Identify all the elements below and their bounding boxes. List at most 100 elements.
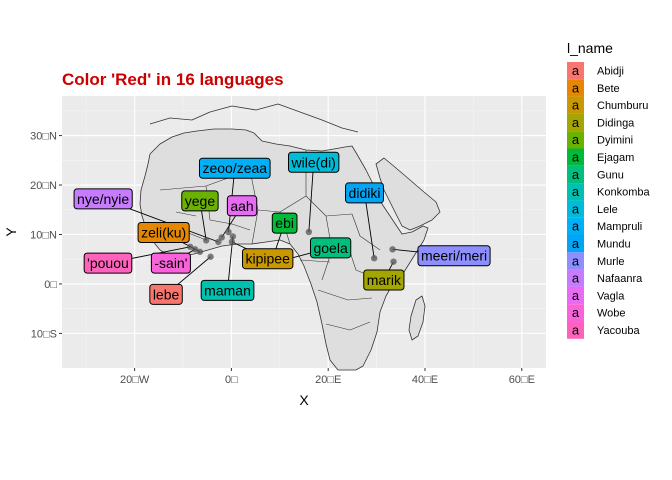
data-label-box (271, 212, 298, 234)
legend-key-glyph: a (572, 271, 580, 286)
data-label-box (363, 269, 405, 291)
legend-key (567, 165, 584, 184)
data-point (390, 258, 397, 265)
data-point (196, 248, 204, 255)
legend-key-glyph: a (572, 253, 580, 268)
data-label-text: marik (367, 272, 402, 288)
data-label-text: nye/nyie (77, 191, 129, 207)
y-tick-label: 10□N (30, 229, 57, 241)
data-label-box (242, 248, 294, 270)
mediterranean-europe (149, 103, 359, 133)
legend-key-glyph: a (572, 201, 580, 216)
data-label-box (226, 195, 258, 217)
data-labels: lebe zeli(ku) kipipee marik yege ebi goela mama… (73, 151, 491, 305)
data-label-box (309, 237, 352, 259)
x-tick-label: 20□W (120, 374, 150, 386)
legend-label: Abidji (597, 66, 624, 78)
legend-key-glyph: a (572, 98, 580, 113)
chart-title: Color 'Red' in 16 languages (62, 70, 284, 89)
data-label-text: 'pouou (87, 255, 129, 271)
legend-key-glyph: a (572, 63, 580, 78)
legend-label: Didinga (597, 117, 635, 129)
legend-key-glyph: a (572, 115, 580, 130)
data-label-box (83, 252, 133, 274)
legend-key-glyph: a (572, 150, 580, 165)
data-label-text: yege (185, 193, 216, 209)
x-axis-title: X (299, 392, 309, 408)
x-tick-label: 20□E (315, 374, 341, 386)
legend-label: Vagla (597, 290, 625, 302)
legend-key-glyph: a (572, 167, 580, 182)
data-point (305, 228, 313, 236)
data-label-text: ebi (275, 215, 294, 231)
legend-label: Mundu (597, 239, 631, 251)
legend-key-glyph: a (572, 305, 580, 320)
x-tick-label: 0□ (225, 374, 238, 386)
data-point (203, 237, 210, 244)
country-borders (159, 150, 381, 331)
legend-key (567, 235, 584, 253)
leader-line (308, 162, 315, 233)
y-tick-label: 10□S (31, 328, 57, 340)
data-label-text: didiki (349, 185, 381, 201)
y-tick-label: 0□ (44, 279, 57, 291)
legend-key (567, 269, 584, 287)
data-label: didiki (345, 182, 384, 204)
data-label-box (149, 283, 183, 305)
legend-label: Konkomba (597, 187, 650, 199)
data-label: ebi (271, 212, 298, 234)
data-label: meeri/meri (417, 245, 491, 267)
data-label-text: aah (230, 198, 253, 214)
data-label: nye/nyie (73, 188, 133, 210)
data-label: 'pouou (83, 252, 133, 274)
legend-key (567, 148, 584, 166)
legend-items: a Abidji a Bete a Chumburu a Didinga a Dyimini a Ej… (567, 62, 650, 339)
data-point (215, 238, 222, 246)
legend-key (567, 286, 584, 305)
data-point (191, 246, 199, 253)
data-label-text: kipipee (246, 251, 291, 267)
legend-key (567, 217, 584, 235)
data-label-text: goela (313, 240, 347, 256)
legend-key (567, 304, 584, 322)
data-label-box (137, 221, 190, 243)
y-tick-label: 30□N (30, 131, 57, 143)
legend-key-glyph: a (572, 236, 580, 251)
data-label-box (198, 157, 271, 179)
data-label-box (150, 252, 191, 274)
data-point (228, 238, 236, 246)
legend-label: Lele (597, 204, 618, 216)
legend-key (567, 62, 584, 80)
data-label-box (345, 182, 384, 204)
data-point (207, 253, 214, 260)
legend-key (567, 96, 584, 114)
legend-key (567, 200, 584, 218)
data-label: wile(di) (288, 151, 340, 173)
legend-key-glyph: a (572, 132, 580, 147)
legend-label: Ejagam (597, 152, 634, 164)
y-axis-title: Y (3, 227, 19, 237)
legend-key-glyph: a (572, 184, 580, 199)
y-axis-ticks: 10□S 0□ 10□N 20□N 30□N (30, 131, 62, 340)
data-label: aah (226, 195, 258, 217)
leader-line (364, 192, 375, 259)
data-point (187, 243, 194, 251)
legend-label: Yacouba (597, 325, 640, 337)
legend-label: Chumburu (597, 100, 648, 112)
data-point (218, 234, 225, 241)
data-label: marik (363, 269, 405, 291)
y-tick-label: 20□N (30, 180, 57, 192)
x-tick-label: 40□E (412, 374, 438, 386)
legend-key-glyph: a (572, 288, 580, 303)
data-label-box (73, 188, 133, 210)
data-label: zeoo/zeaa (198, 157, 271, 179)
legend-key (567, 321, 584, 339)
data-label-box (181, 190, 219, 212)
data-label: lebe (149, 283, 183, 305)
legend-key-glyph: a (572, 80, 580, 95)
data-label: yege (181, 190, 219, 212)
legend-key (567, 183, 584, 201)
legend-label: Murle (597, 256, 625, 268)
legend-key (567, 79, 584, 97)
